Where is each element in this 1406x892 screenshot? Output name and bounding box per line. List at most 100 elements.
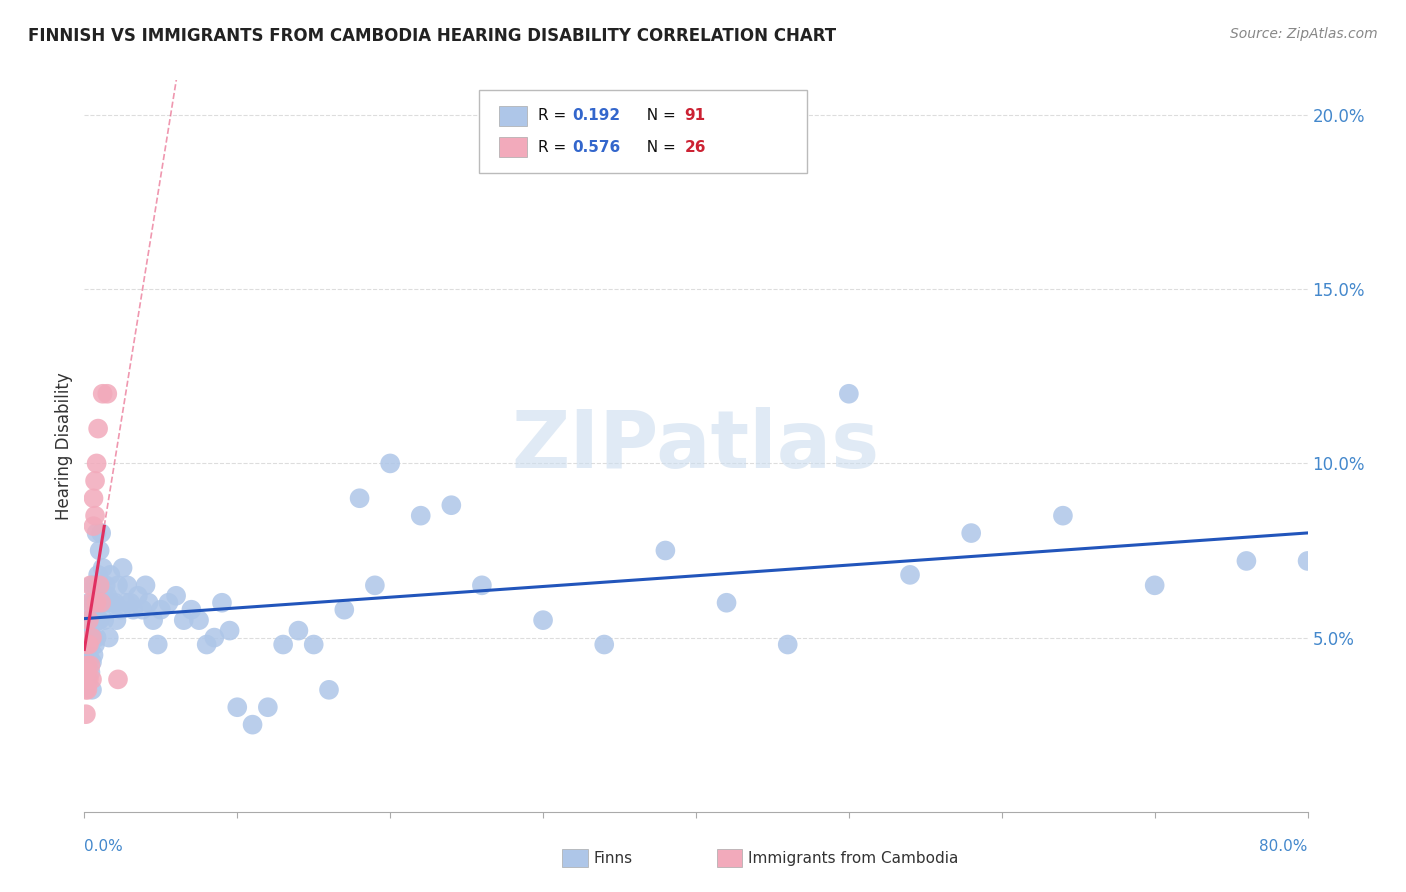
Point: [226, 700, 249, 714]
Point: [87, 567, 110, 582]
Point: [409, 508, 432, 523]
Point: [79, 638, 101, 652]
Point: [257, 700, 280, 714]
Point: [380, 457, 402, 471]
Point: [302, 638, 325, 652]
Point: [75, 631, 97, 645]
Point: [77, 648, 100, 662]
Point: [115, 578, 138, 592]
Point: [716, 596, 738, 610]
Point: [76, 673, 98, 687]
Point: [101, 596, 124, 610]
Point: [91, 386, 114, 401]
Point: [188, 613, 211, 627]
Point: [75, 707, 97, 722]
Text: 91: 91: [685, 109, 706, 123]
Point: [77, 638, 100, 652]
Point: [77, 596, 100, 610]
Point: [79, 665, 101, 680]
Point: [75, 682, 97, 697]
Point: [86, 596, 108, 610]
Text: ZIPatlas: ZIPatlas: [512, 407, 880, 485]
Point: [87, 421, 110, 435]
Point: [146, 638, 169, 652]
Point: [84, 508, 107, 523]
Point: [1143, 578, 1166, 592]
Point: [97, 631, 120, 645]
Point: [77, 613, 100, 627]
Point: [94, 578, 117, 592]
Point: [79, 658, 101, 673]
Text: 80.0%: 80.0%: [1260, 838, 1308, 854]
Text: R =: R =: [538, 140, 572, 154]
Point: [86, 526, 108, 541]
Point: [318, 682, 340, 697]
Point: [104, 596, 127, 610]
Point: [120, 596, 142, 610]
Point: [84, 613, 107, 627]
Text: 0.0%: 0.0%: [84, 838, 124, 854]
Point: [77, 624, 100, 638]
Point: [80, 631, 103, 645]
Point: [531, 613, 554, 627]
Text: FINNISH VS IMMIGRANTS FROM CAMBODIA HEARING DISABILITY CORRELATION CHART: FINNISH VS IMMIGRANTS FROM CAMBODIA HEAR…: [28, 27, 837, 45]
Point: [440, 498, 463, 512]
Point: [83, 631, 105, 645]
Point: [93, 613, 115, 627]
Point: [83, 519, 105, 533]
Point: [105, 613, 128, 627]
Point: [76, 638, 98, 652]
Point: [86, 631, 108, 645]
Point: [173, 613, 195, 627]
Point: [654, 543, 676, 558]
Point: [364, 578, 387, 592]
Text: Finns: Finns: [593, 851, 633, 865]
Point: [80, 673, 103, 687]
Point: [87, 613, 110, 627]
Point: [242, 717, 264, 731]
Point: [84, 638, 107, 652]
Point: [80, 631, 103, 645]
Point: [80, 682, 103, 697]
Point: [110, 603, 132, 617]
Text: 0.192: 0.192: [572, 109, 620, 123]
Point: [960, 526, 983, 541]
Point: [80, 655, 103, 669]
Point: [80, 578, 103, 592]
Text: Immigrants from Cambodia: Immigrants from Cambodia: [748, 851, 959, 865]
Point: [98, 567, 121, 582]
Point: [211, 596, 233, 610]
Point: [122, 603, 145, 617]
Point: [91, 596, 114, 610]
Point: [195, 638, 218, 652]
Point: [86, 596, 108, 610]
Point: [89, 613, 111, 627]
Point: [180, 603, 202, 617]
Point: [1296, 554, 1319, 568]
Point: [202, 631, 225, 645]
Point: [76, 613, 98, 627]
Text: 0.576: 0.576: [572, 140, 620, 154]
Point: [77, 673, 100, 687]
Point: [76, 638, 98, 652]
Point: [79, 596, 101, 610]
Point: [89, 578, 111, 592]
Point: [271, 638, 294, 652]
Y-axis label: Hearing Disability: Hearing Disability: [55, 372, 73, 520]
Point: [96, 386, 118, 401]
Point: [97, 596, 120, 610]
Point: [114, 596, 136, 610]
Point: [333, 603, 356, 617]
Point: [776, 638, 799, 652]
Point: [76, 682, 98, 697]
Point: [86, 457, 108, 471]
Point: [111, 561, 134, 575]
Text: N =: N =: [637, 109, 681, 123]
Point: [83, 596, 105, 610]
Point: [157, 596, 180, 610]
Point: [838, 386, 860, 401]
Text: 26: 26: [685, 140, 706, 154]
Point: [131, 603, 153, 617]
Point: [1236, 554, 1258, 568]
Point: [75, 665, 97, 680]
